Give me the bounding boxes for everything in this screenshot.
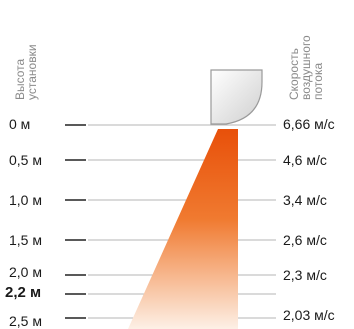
velocity-label-1-0: 3,4 м/с <box>283 192 327 208</box>
height-label-0: 0 м <box>9 116 31 132</box>
height-label-0-5: 0,5 м <box>9 152 42 168</box>
tick-marks <box>65 124 86 319</box>
velocity-label-1-5: 2,6 м/с <box>283 232 327 248</box>
height-label-1-5: 1,5 м <box>9 232 42 248</box>
velocity-label-2-0: 2,3 м/с <box>283 267 327 283</box>
air-curtain-nozzle-icon <box>210 69 263 125</box>
height-label-2-5: 2,5 м <box>9 313 42 329</box>
height-label-2-0: 2,0 м <box>9 264 42 280</box>
velocity-label-2-5: 2,03 м/с <box>283 307 335 323</box>
height-label-2-2: 2,2 м <box>5 284 42 301</box>
height-label-1-0: 1,0 м <box>9 192 42 208</box>
velocity-label-0: 6,66 м/с <box>283 116 335 132</box>
velocity-label-0-5: 4,6 м/с <box>283 152 327 168</box>
airflow-cone <box>128 129 238 329</box>
